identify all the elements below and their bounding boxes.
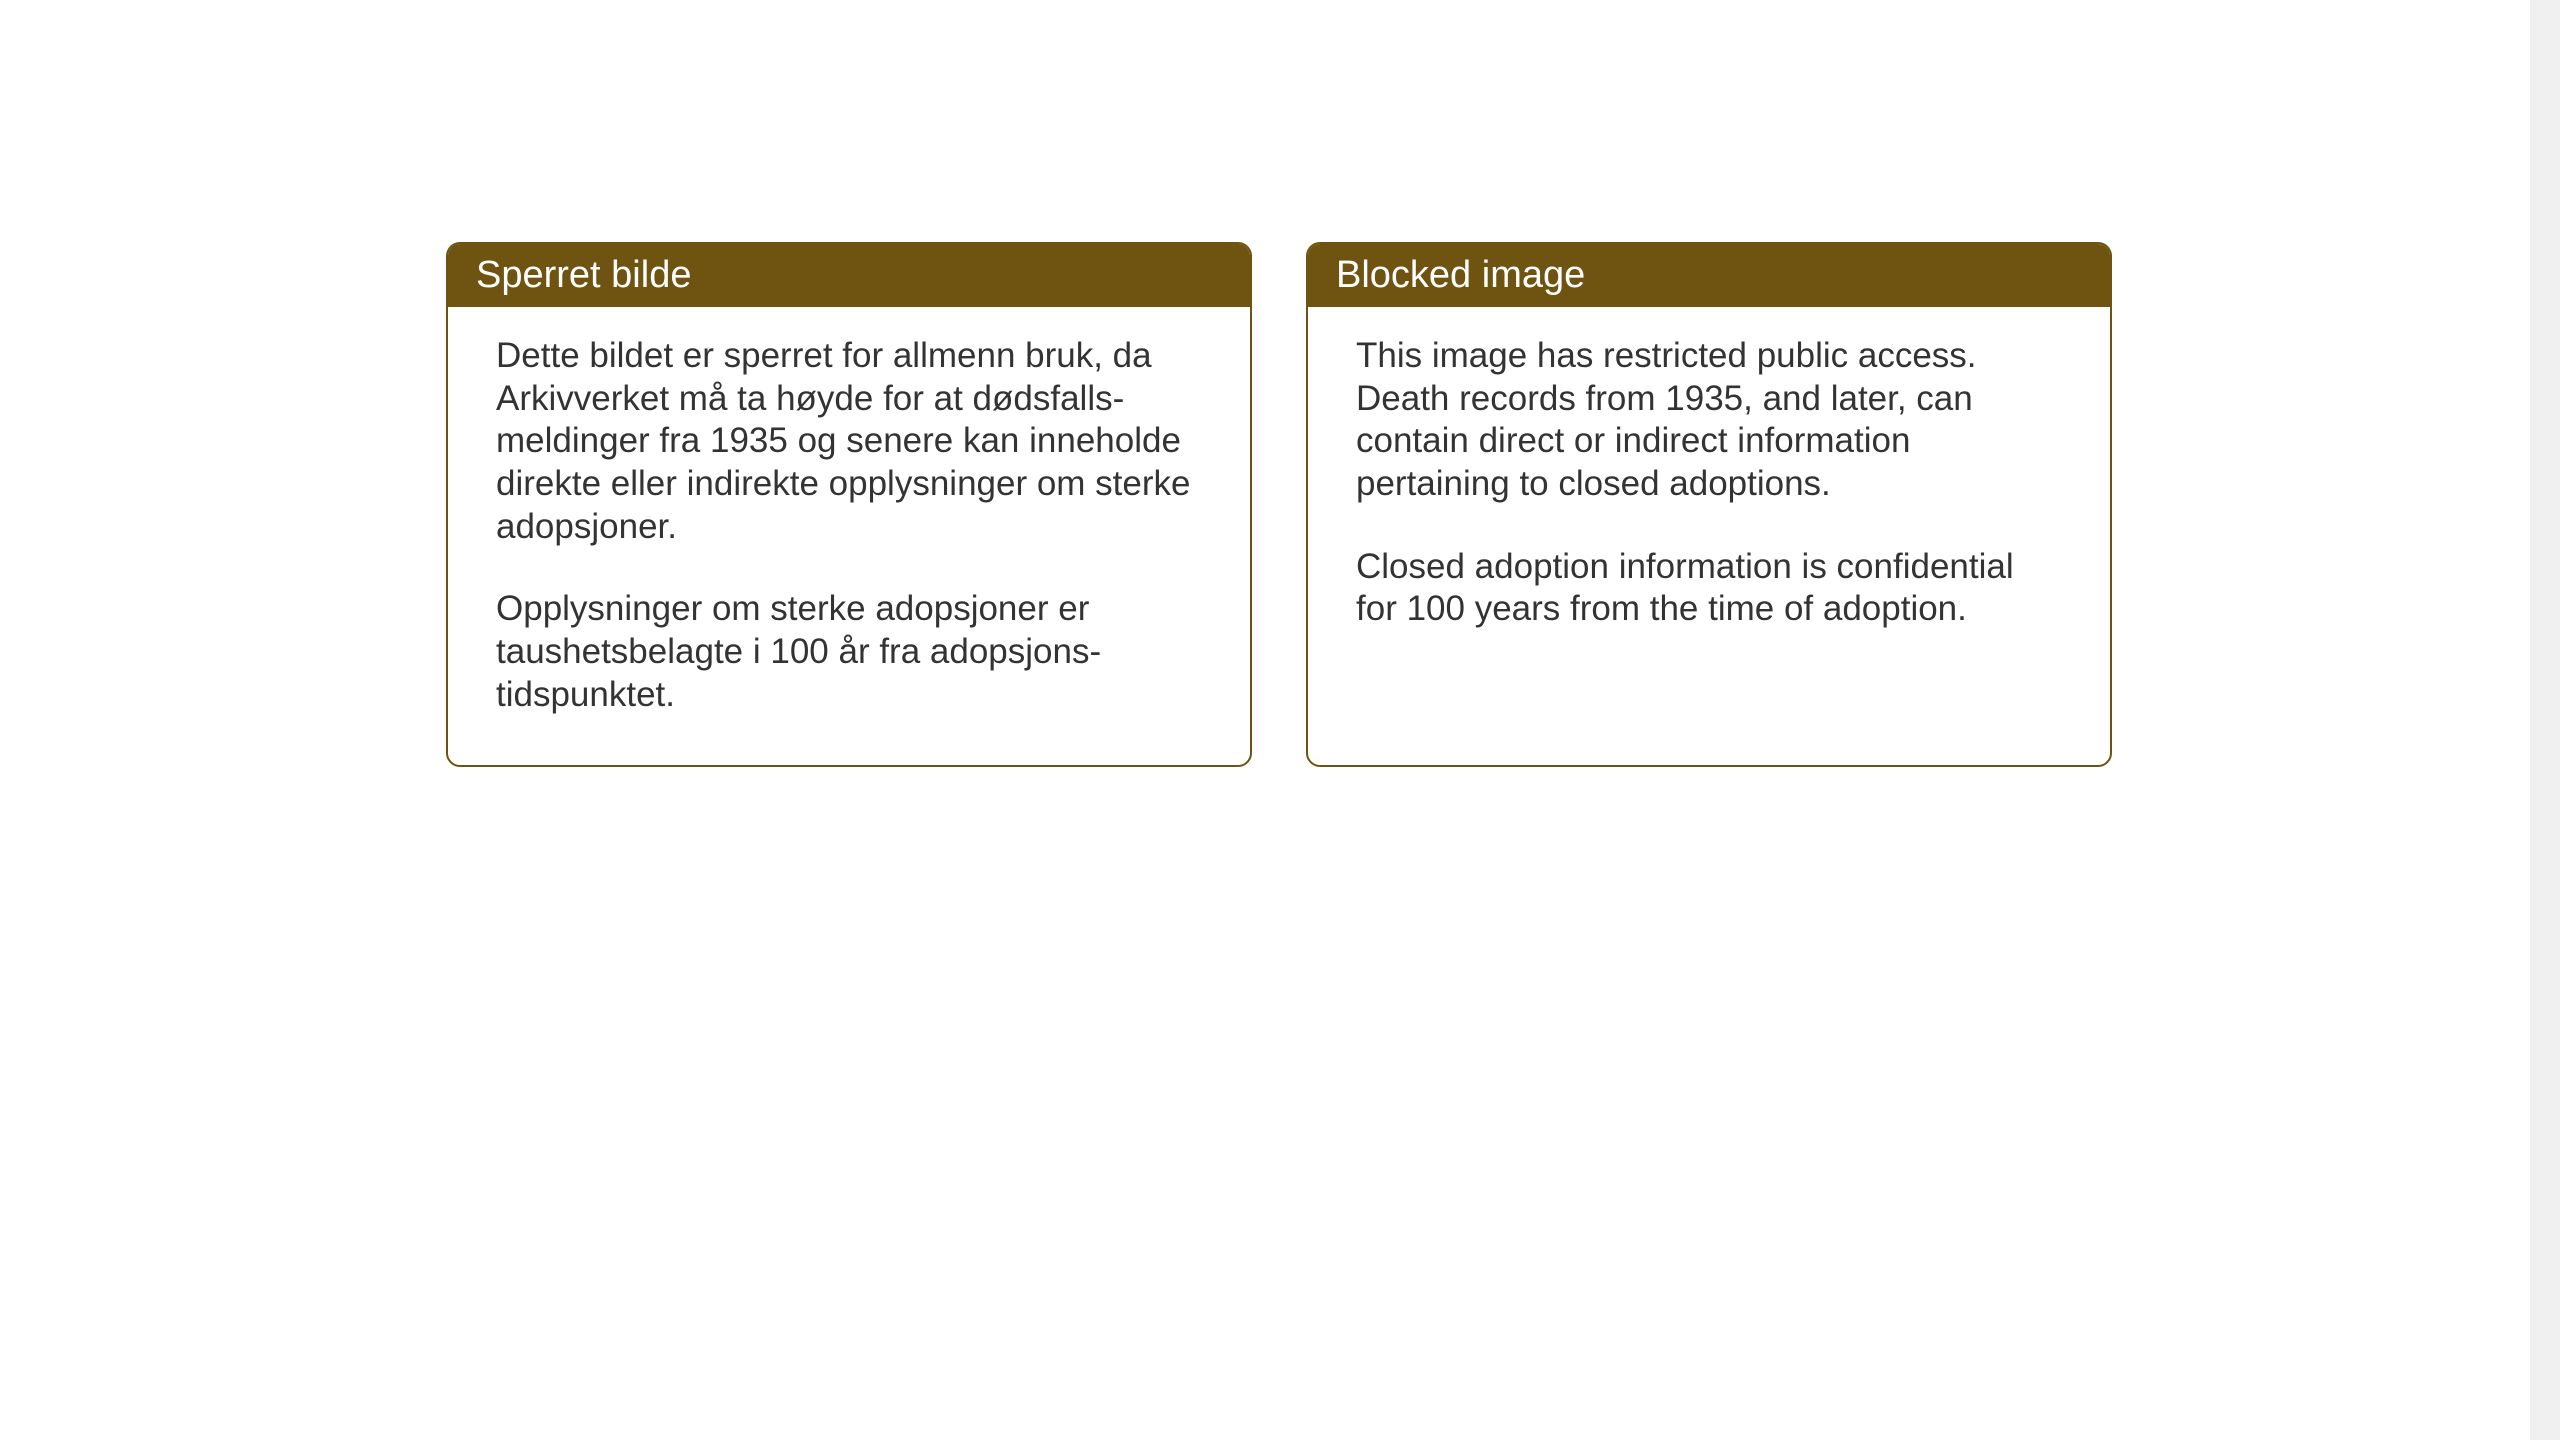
cards-container: Sperret bilde Dette bildet er sperret fo… [0,0,2560,767]
norwegian-paragraph-2: Opplysninger om sterke adopsjoner er tau… [496,588,1202,716]
norwegian-card-header: Sperret bilde [448,244,1250,307]
english-card-header: Blocked image [1308,244,2110,307]
norwegian-card-title: Sperret bilde [476,254,691,296]
norwegian-paragraph-1: Dette bildet er sperret for allmenn bruk… [496,335,1202,548]
scrollbar-track[interactable] [2530,0,2560,1440]
english-card: Blocked image This image has restricted … [1306,242,2112,767]
english-paragraph-2: Closed adoption information is confident… [1356,546,2062,631]
english-paragraph-1: This image has restricted public access.… [1356,335,2062,506]
norwegian-card: Sperret bilde Dette bildet er sperret fo… [446,242,1252,767]
norwegian-card-body: Dette bildet er sperret for allmenn bruk… [448,307,1250,765]
english-card-title: Blocked image [1336,254,1585,296]
english-card-body: This image has restricted public access.… [1308,307,2110,679]
